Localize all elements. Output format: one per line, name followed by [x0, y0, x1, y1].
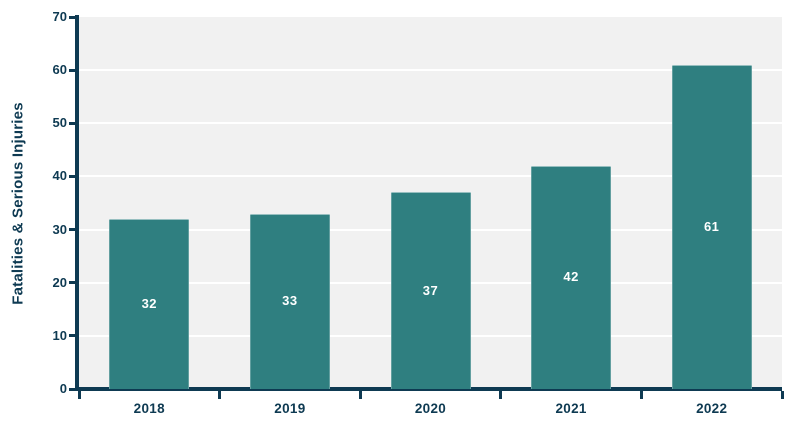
y-tick-label: 20 — [52, 274, 67, 290]
y-tick — [69, 387, 79, 391]
y-tick — [69, 68, 79, 72]
x-tick — [218, 391, 222, 399]
y-tick-label: 50 — [52, 115, 67, 131]
bar — [390, 192, 471, 389]
y-tick — [69, 334, 79, 338]
x-tick-label: 2022 — [696, 401, 728, 416]
bar-value-label: 37 — [422, 282, 439, 298]
bar-value-label: 42 — [563, 269, 579, 285]
bar — [671, 64, 752, 389]
x-tick-label: 2021 — [555, 401, 587, 416]
bar — [531, 165, 612, 389]
bar-value-label: 32 — [141, 295, 158, 311]
x-tick — [639, 391, 643, 399]
x-tick — [77, 391, 81, 399]
x-tick — [499, 391, 503, 399]
x-tick — [358, 391, 362, 399]
bar-value-label: 61 — [703, 218, 720, 234]
gridline — [79, 175, 782, 178]
gridline — [79, 69, 782, 72]
y-tick-label: 0 — [59, 381, 67, 396]
y-tick — [69, 121, 79, 125]
y-tick-label: 40 — [52, 168, 67, 184]
y-tick — [69, 174, 79, 178]
x-tick-label: 2020 — [414, 401, 447, 416]
x-tick-label: 2018 — [133, 401, 165, 416]
bar-value-label: 33 — [282, 293, 298, 309]
y-tick — [69, 228, 79, 232]
y-tick-label: 60 — [52, 62, 67, 78]
y-tick-label: 70 — [52, 9, 67, 24]
y-axis-line — [75, 15, 79, 391]
bar — [109, 218, 190, 389]
x-axis-line — [75, 387, 782, 391]
x-tick-label: 2019 — [274, 401, 306, 416]
y-tick-label: 10 — [52, 327, 67, 343]
y-axis-title: Fatalities & Serious Injuries — [9, 102, 27, 305]
gridline — [79, 122, 782, 125]
bar — [249, 213, 330, 389]
y-tick — [69, 281, 79, 285]
x-tick — [780, 391, 784, 399]
y-tick-label: 30 — [52, 221, 67, 237]
y-tick — [69, 15, 79, 19]
